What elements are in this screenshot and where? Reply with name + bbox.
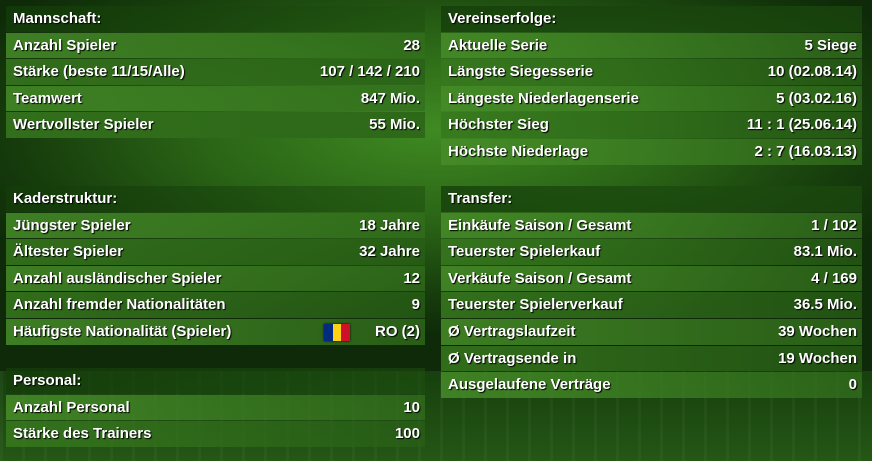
stat-row: Teuerster Spielerverkauf 36.5 Mio. [441, 292, 862, 318]
stat-label: Höchste Niederlage [448, 143, 589, 160]
stat-value: 9 [411, 296, 420, 314]
stat-row: Anzahl Personal 10 [6, 394, 425, 421]
stat-label: Ø Vertragsende in [448, 349, 577, 367]
stat-row: Stärke (beste 11/15/Alle) 107 / 142 / 210 [6, 59, 425, 85]
stat-row: Anzahl Spieler 28 [6, 32, 425, 59]
stat-label: Anzahl Personal [13, 398, 130, 416]
section-title: Transfer: [441, 186, 862, 212]
stat-value: 19 Wochen [778, 349, 857, 367]
stat-label: Teuerster Spielerverkauf [448, 296, 623, 314]
stat-value: 847 Mio. [360, 89, 420, 107]
stat-row: Einkäufe Saison / Gesamt 1 / 102 [441, 212, 862, 239]
stat-value: 55 Mio. [369, 116, 420, 134]
stat-row: Stärke des Trainers 100 [6, 421, 425, 447]
section: Vereinserfolge: Aktuelle Serie 5 Siege Läng… [441, 6, 862, 165]
nationality-flag [324, 324, 351, 341]
stat-row: Teamwert 847 Mio. [6, 85, 425, 112]
stat-label: Teamwert [13, 89, 82, 107]
stat-value: 100 [394, 425, 420, 443]
stat-value: 83.1 Mio. [793, 243, 857, 261]
stat-row: Häufigste Nationalität (Spieler) RO (2) [6, 319, 425, 345]
section: Transfer: Einkäufe Saison / Gesamt 1 / 102… [441, 186, 862, 398]
stat-row: Wertvollster Spieler 55 Mio. [6, 112, 425, 138]
stat-row: Höchste Niederlage 2 : 7 (16.03.13) [441, 139, 862, 165]
stat-label: Längeste Niederlagenserie [448, 89, 639, 107]
stat-value: 11 : 1 (25.06.14) [746, 116, 857, 134]
stat-value: 32 Jahre [359, 243, 420, 261]
stat-value: 2 : 7 (16.03.13) [754, 143, 857, 160]
stat-row: Anzahl fremder Nationalitäten 9 [6, 292, 425, 318]
stat-label: Ausgelaufene Verträge [448, 376, 611, 394]
section-title: Vereinserfolge: [441, 6, 862, 32]
section-title: Kaderstruktur: [6, 186, 425, 212]
stat-value: 4 / 169 [811, 269, 857, 287]
stat-row: Aktuelle Serie 5 Siege [441, 32, 862, 59]
stat-row: Höchster Sieg 11 : 1 (25.06.14) [441, 112, 862, 138]
stat-value: 1 / 102 [811, 216, 857, 234]
stat-label: Anzahl fremder Nationalitäten [13, 296, 226, 314]
section: Kaderstruktur: Jüngster Spieler 18 Jahre Äl… [6, 186, 425, 345]
stat-label: Ø Vertragslaufzeit [448, 323, 576, 340]
stat-value: 18 Jahre [359, 216, 420, 234]
stat-label: Ältester Spieler [13, 243, 124, 261]
section-title: Personal: [6, 368, 425, 394]
stat-value: 10 [403, 398, 420, 416]
stat-row: Teuerster Spielerkauf 83.1 Mio. [441, 239, 862, 265]
stat-label: Anzahl Spieler [13, 36, 117, 54]
stat-label: Verkäufe Saison / Gesamt [448, 269, 632, 287]
stat-row: Verkäufe Saison / Gesamt 4 / 169 [441, 265, 862, 292]
stat-label: Längste Siegesserie [448, 63, 594, 81]
section: Personal: Anzahl Personal 10 Stärke des Tra… [6, 368, 425, 447]
stat-value: RO (2) [375, 323, 420, 340]
stat-row: Längste Siegesserie 10 (02.08.14) [441, 59, 862, 85]
stat-value: 5 Siege [804, 36, 857, 54]
stat-row: Längeste Niederlagenserie 5 (03.02.16) [441, 85, 862, 112]
stat-label: Einkäufe Saison / Gesamt [448, 216, 632, 234]
stat-row: Ältester Spieler 32 Jahre [6, 239, 425, 265]
stat-label: Teuerster Spielerkauf [448, 243, 601, 261]
stat-row: Ø Vertragslaufzeit 39 Wochen [441, 319, 862, 345]
stat-row: Jüngster Spieler 18 Jahre [6, 212, 425, 239]
stat-label: Aktuelle Serie [448, 36, 548, 54]
stat-label: Stärke (beste 11/15/Alle) [13, 63, 185, 81]
stat-label: Stärke des Trainers [13, 425, 152, 443]
stat-value: 12 [403, 269, 420, 287]
stat-row: Ø Vertragsende in 19 Wochen [441, 345, 862, 372]
section-title: Mannschaft: [6, 6, 425, 32]
stat-value: 107 / 142 / 210 [319, 63, 420, 81]
section: Mannschaft: Anzahl Spieler 28 Stärke (beste… [6, 6, 425, 138]
stat-row: Ausgelaufene Verträge 0 [441, 372, 862, 398]
stat-label: Wertvollster Spieler [13, 116, 154, 134]
stat-value: 10 (02.08.14) [767, 63, 857, 81]
stat-value: 5 (03.02.16) [776, 89, 857, 107]
stat-value: 39 Wochen [778, 323, 857, 340]
stat-label: Jüngster Spieler [13, 216, 131, 234]
stat-label: Anzahl ausländischer Spieler [13, 269, 222, 287]
stat-value: 28 [403, 36, 420, 54]
stat-value: 0 [848, 376, 857, 394]
stat-label: Häufigste Nationalität (Spieler) [13, 323, 232, 340]
stat-value: 36.5 Mio. [793, 296, 857, 314]
stat-row: Anzahl ausländischer Spieler 12 [6, 265, 425, 292]
stat-label: Höchster Sieg [448, 116, 549, 134]
